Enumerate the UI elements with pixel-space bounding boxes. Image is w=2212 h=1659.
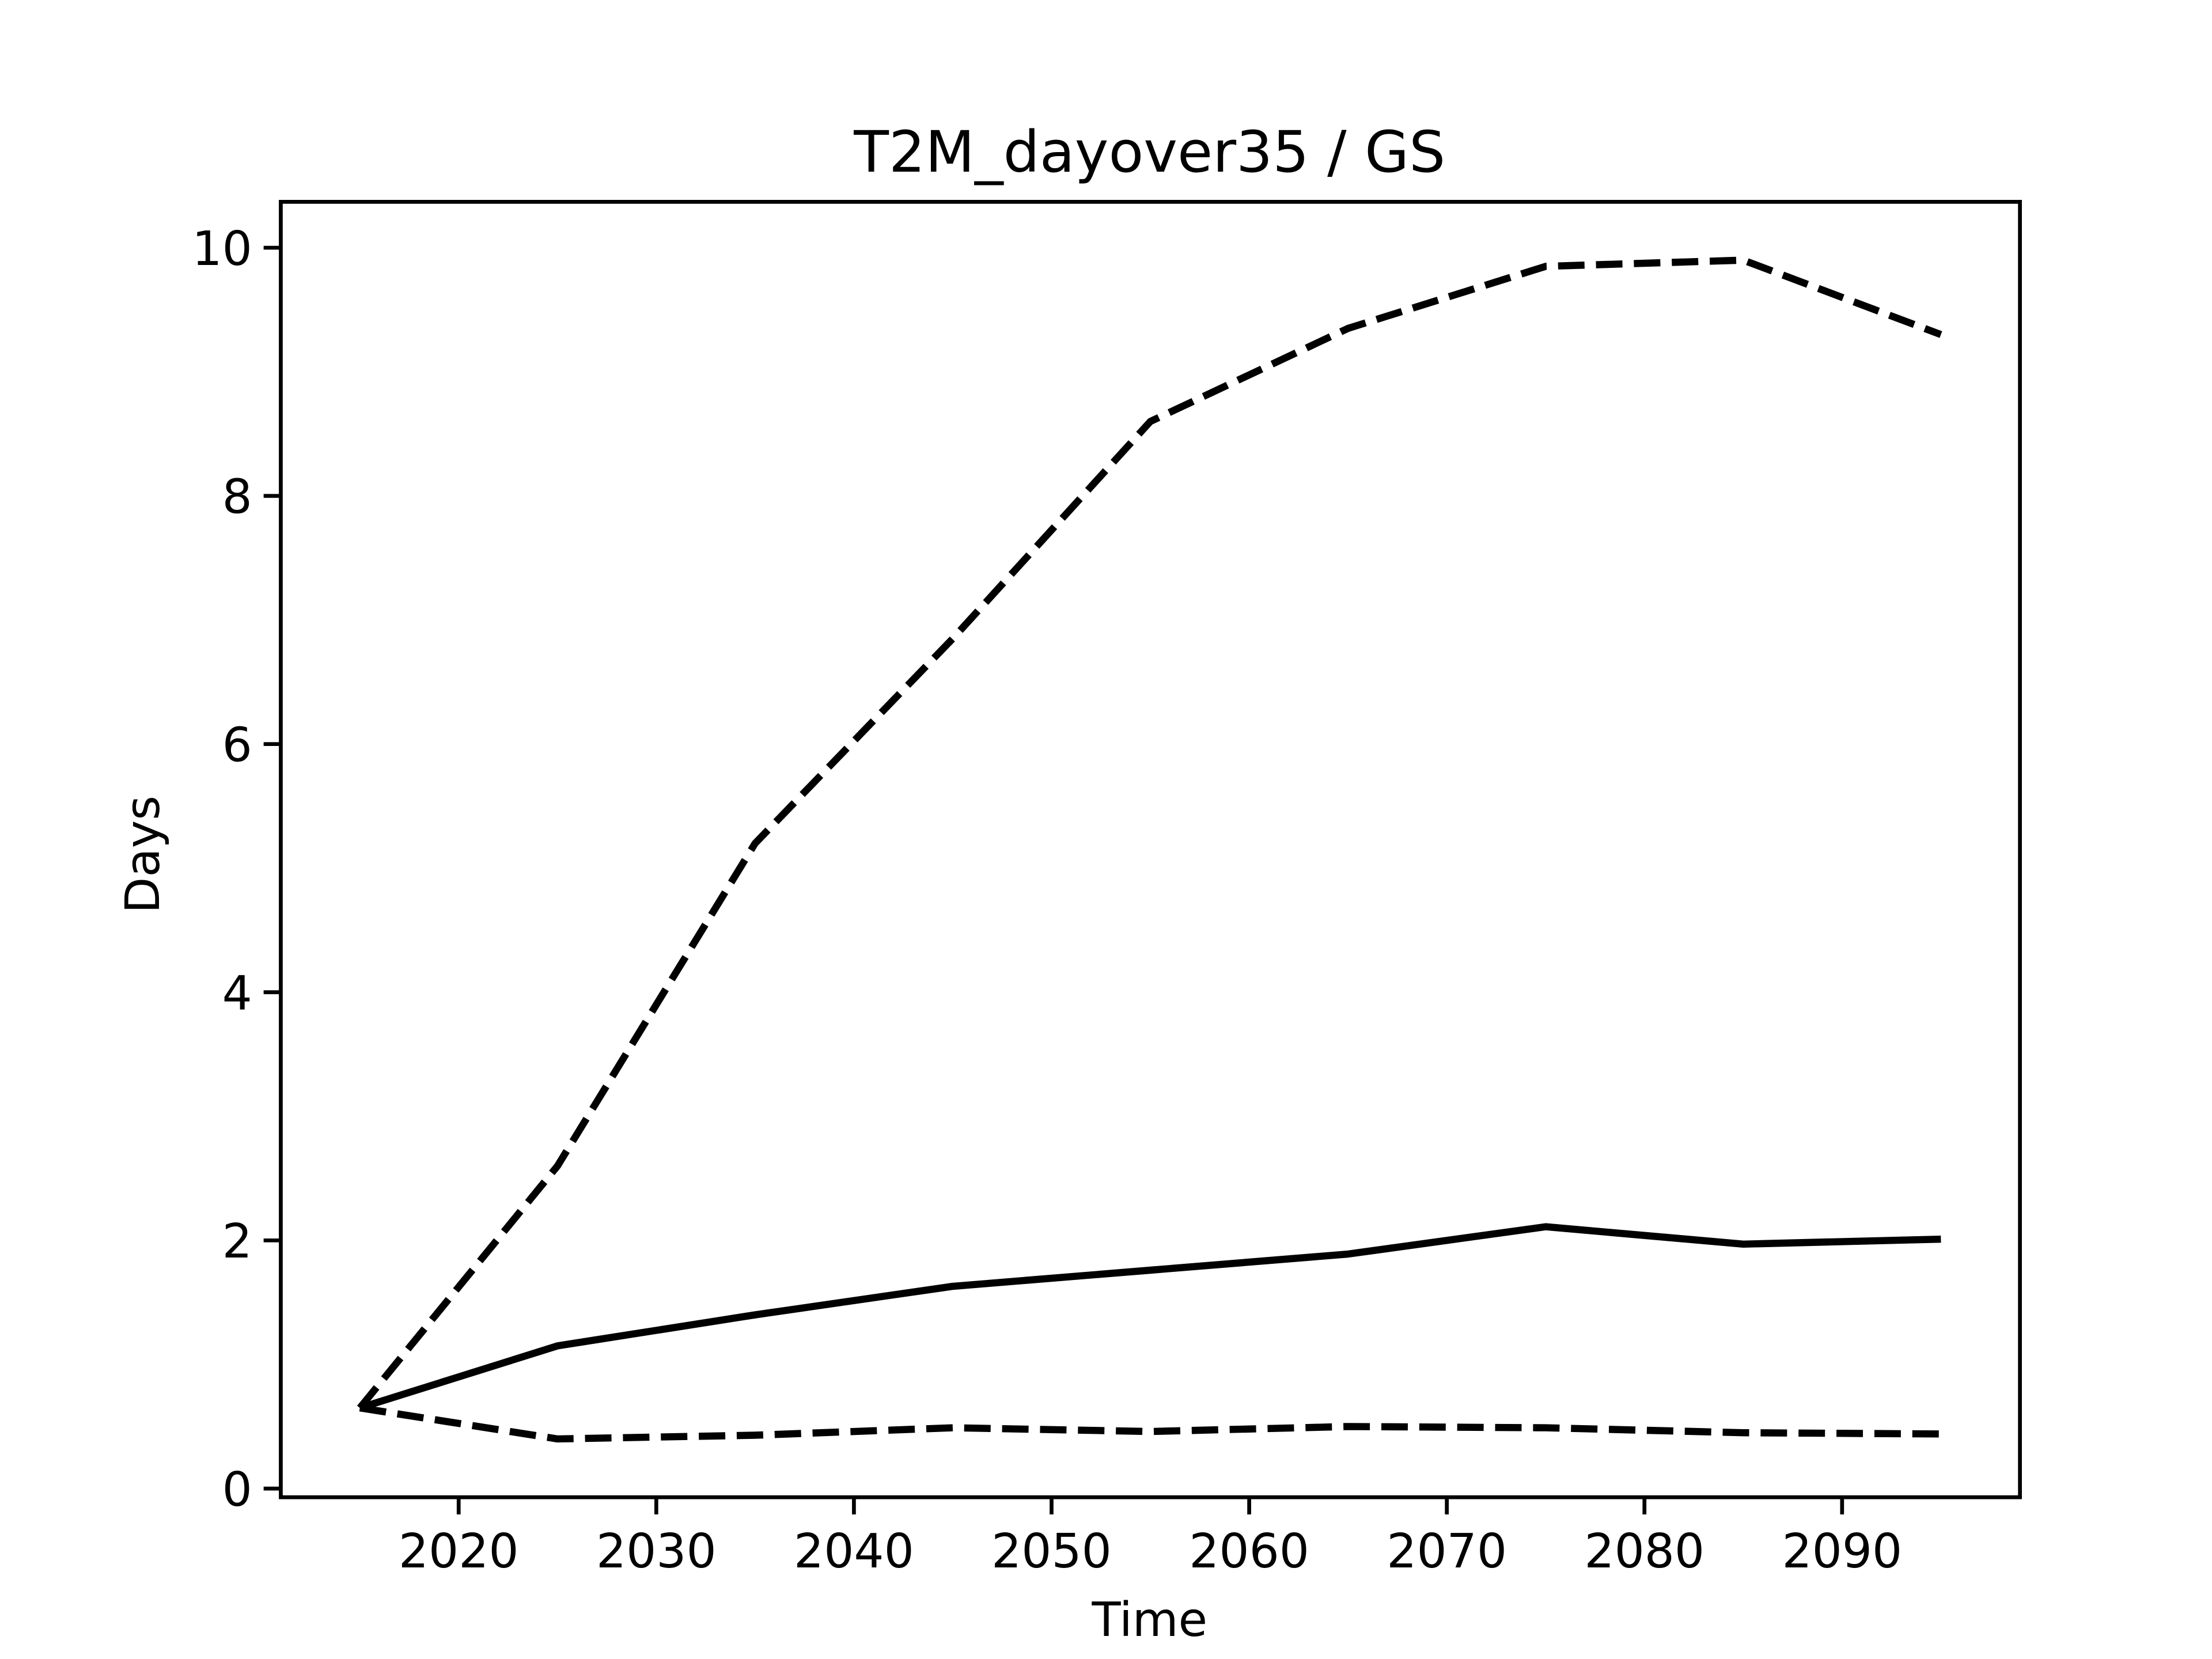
plot-frame (279, 200, 2022, 1499)
series-line (358, 1223, 1941, 1412)
x-tick-label: 2020 (399, 1524, 519, 1579)
x-tick-label: 2030 (596, 1524, 717, 1579)
x-tick-label: 2070 (1387, 1524, 1507, 1579)
x-tick-label: 2040 (794, 1524, 914, 1579)
y-tick-label: 8 (222, 470, 252, 525)
x-tick-label: 2050 (991, 1524, 1112, 1579)
x-axis-label: Time (1091, 1593, 1207, 1647)
y-axis-label: Days (116, 796, 171, 914)
y-tick-label: 6 (222, 718, 252, 773)
y-tick-label: 0 (222, 1463, 252, 1517)
x-tick-label: 2080 (1584, 1524, 1705, 1579)
x-tick-label: 2090 (1782, 1524, 1902, 1579)
y-tick-label: 4 (222, 966, 252, 1021)
x-tick-label: 2060 (1189, 1524, 1309, 1579)
series-line (359, 1404, 1941, 1443)
chart-title: T2M_dayover35 / GS (853, 119, 1445, 185)
y-tick-label: 2 (222, 1214, 252, 1269)
y-tick-label: 10 (192, 222, 252, 276)
series-line (357, 256, 1942, 1411)
